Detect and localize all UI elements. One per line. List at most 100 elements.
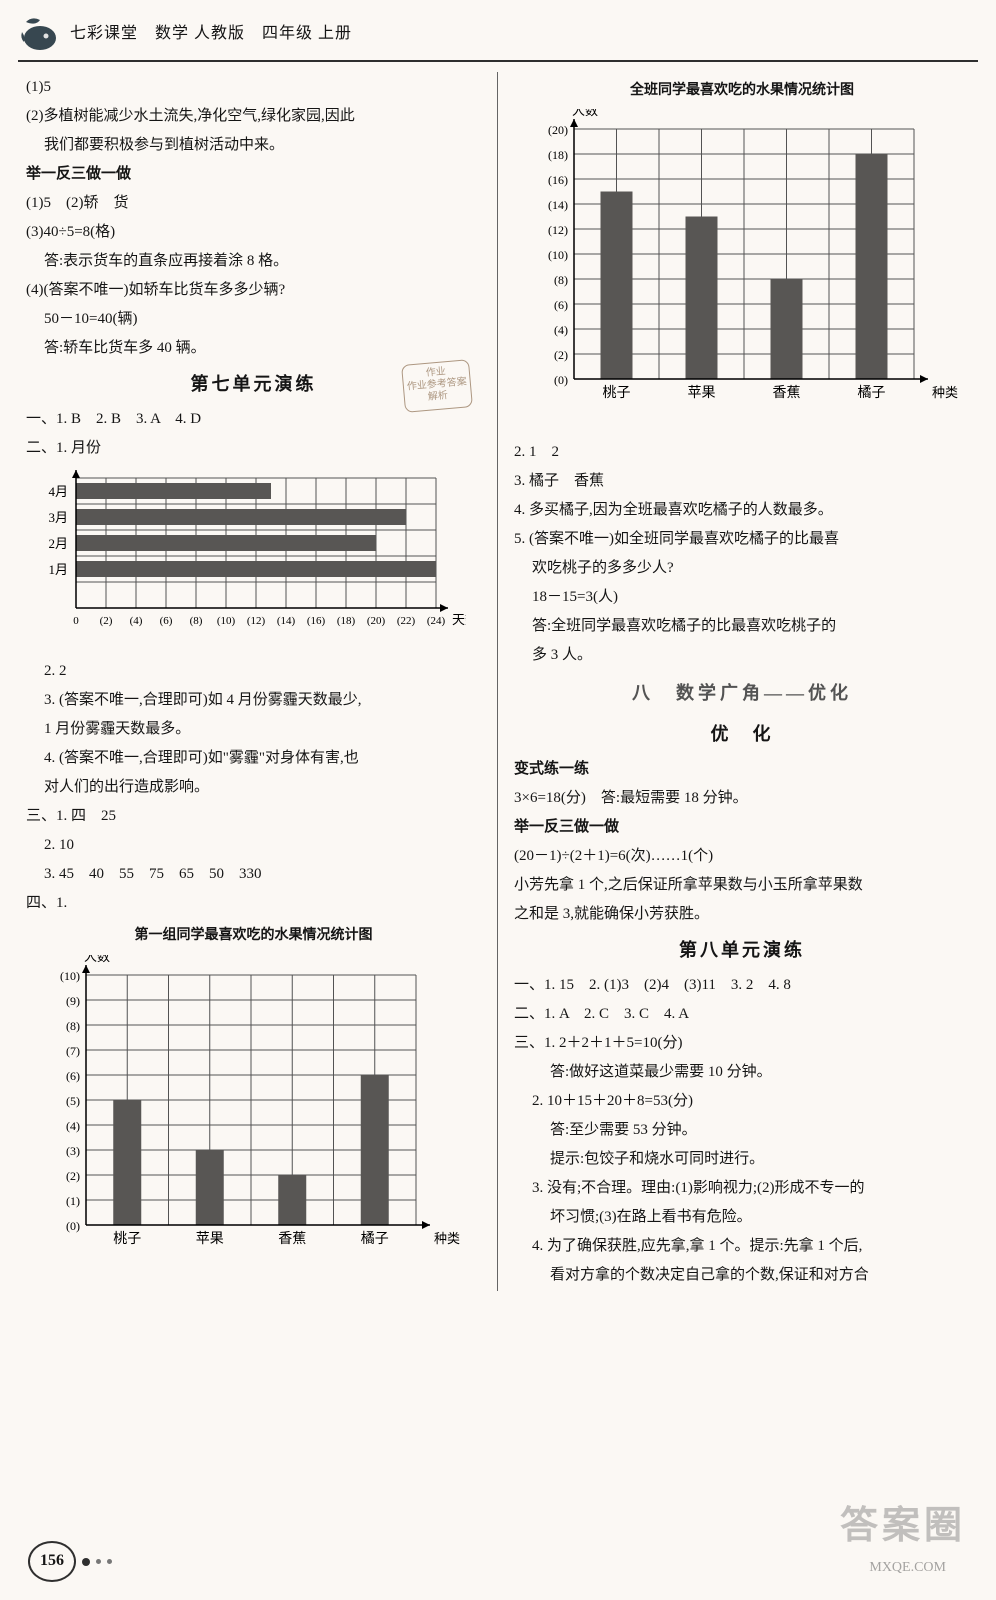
answer-line: 3. 没有;不合理。理由:(1)影响视力;(2)形成不专一的 xyxy=(514,1175,970,1202)
svg-text:种类: 种类 xyxy=(932,385,958,400)
answer-line: 二、1. 月份 xyxy=(26,435,481,462)
answer-line: 5. (答案不唯一)如全班同学最喜欢吃橘子的比最喜 xyxy=(514,526,970,553)
answer-line: 多 3 人。 xyxy=(514,642,970,669)
svg-text:(18): (18) xyxy=(337,615,356,627)
text-line: 我们都要积极参与到植树活动中来。 xyxy=(26,132,481,159)
svg-text:桃子: 桃子 xyxy=(603,385,631,401)
svg-text:2月: 2月 xyxy=(48,536,68,551)
svg-text:(2): (2) xyxy=(554,348,568,362)
dot-icon xyxy=(107,1559,112,1564)
dot-icon xyxy=(96,1559,101,1564)
svg-text:(20): (20) xyxy=(548,123,568,137)
answer-line: 3. (答案不唯一,合理即可)如 4 月份雾霾天数最少, xyxy=(26,687,481,714)
svg-text:苹果: 苹果 xyxy=(688,385,716,401)
text-line: (3)40÷5=8(格) xyxy=(26,219,481,246)
page-header: 七彩课堂 数学 人教版 四年级 上册 xyxy=(18,12,978,62)
subsection-heading: 举一反三做一做 xyxy=(26,161,481,188)
svg-text:(8): (8) xyxy=(190,615,203,627)
answer-line: 提示:包饺子和烧水可同时进行。 xyxy=(514,1146,970,1173)
stamp-icon: 作业作业参考答案解析 xyxy=(401,359,473,413)
answer-line: 4. 多买橘子,因为全班最喜欢吃橘子的人数最多。 xyxy=(514,497,970,524)
answer-line: 18－15=3(人) xyxy=(514,584,970,611)
svg-text:(1): (1) xyxy=(66,1194,80,1208)
svg-text:(10): (10) xyxy=(60,969,80,983)
svg-text:(0): (0) xyxy=(554,373,568,387)
answer-line: 答:全班同学最喜欢吃橘子的比最喜欢吃桃子的 xyxy=(514,613,970,640)
svg-text:(14): (14) xyxy=(548,198,568,212)
svg-text:人数: 人数 xyxy=(84,955,110,964)
text-line: (2)多植树能减少水土流失,净化空气,绿化家园,因此 xyxy=(26,103,481,130)
answer-line: 坏习惯;(3)在路上看书有危险。 xyxy=(514,1204,970,1231)
unit8-heading: 八 数学广角——优化 xyxy=(514,677,970,709)
svg-text:(24): (24) xyxy=(427,615,446,627)
svg-text:橘子: 橘子 xyxy=(361,1231,389,1247)
svg-text:(6): (6) xyxy=(66,1069,80,1083)
answer-line: 小芳先拿 1 个,之后保证所拿苹果数与小玉所拿苹果数 xyxy=(514,872,970,899)
section-title-unit8: 第八单元演练 xyxy=(514,934,970,966)
logo-icon xyxy=(18,12,62,56)
svg-text:(16): (16) xyxy=(548,173,568,187)
answer-line: 之和是 3,就能确保小芳获胜。 xyxy=(514,901,970,928)
answer-line: 三、1. 2＋2＋1＋5=10(分) xyxy=(514,1030,970,1057)
svg-text:4月: 4月 xyxy=(48,484,68,499)
answer-line: 四、1. xyxy=(26,890,481,917)
hbar-svg: 0(2)(4)(6)(8)(10)(12)(14)(16)(18)(20)(22… xyxy=(26,468,466,638)
page-number-value: 156 xyxy=(28,1541,76,1582)
answer-line: 3. 45 40 55 75 65 50 330 xyxy=(26,861,481,888)
svg-text:3月: 3月 xyxy=(48,510,68,525)
vbar1-title: 第一组同学最喜欢吃的水果情况统计图 xyxy=(26,923,481,948)
svg-text:(12): (12) xyxy=(247,615,266,627)
svg-text:(4): (4) xyxy=(554,323,568,337)
svg-text:苹果: 苹果 xyxy=(196,1231,224,1247)
svg-text:(6): (6) xyxy=(160,615,173,627)
vbar2-title: 全班同学最喜欢吃的水果情况统计图 xyxy=(514,78,970,103)
answer-line: 2. 2 xyxy=(26,658,481,685)
vbar2-chart: (0)(2)(4)(6)(8)(10)(12)(14)(16)(18)(20)桃… xyxy=(514,109,970,429)
svg-text:(8): (8) xyxy=(66,1019,80,1033)
answer-line: 答:至少需要 53 分钟。 xyxy=(514,1117,970,1144)
svg-text:(8): (8) xyxy=(554,273,568,287)
vbar1-svg: (0)(1)(2)(3)(4)(5)(6)(7)(8)(9)(10)桃子苹果香蕉… xyxy=(26,955,466,1265)
header-title: 七彩课堂 数学 人教版 四年级 上册 xyxy=(70,20,352,49)
answer-line: 看对方拿的个数决定自己拿的个数,保证和对方合 xyxy=(514,1262,970,1289)
page-number: 156 xyxy=(28,1541,112,1582)
svg-text:(18): (18) xyxy=(548,148,568,162)
answer-line: 2. 10 xyxy=(26,832,481,859)
svg-text:(5): (5) xyxy=(66,1094,80,1108)
vbar1-chart: (0)(1)(2)(3)(4)(5)(6)(7)(8)(9)(10)桃子苹果香蕉… xyxy=(26,955,481,1275)
dot-icon xyxy=(82,1558,90,1566)
svg-text:(3): (3) xyxy=(66,1144,80,1158)
svg-text:种类: 种类 xyxy=(434,1231,460,1246)
svg-text:(2): (2) xyxy=(100,615,113,627)
text-line: 50－10=40(辆) xyxy=(26,306,481,333)
svg-text:(2): (2) xyxy=(66,1169,80,1183)
watermark: 答案圈 xyxy=(840,1492,966,1560)
svg-text:1月: 1月 xyxy=(48,562,68,577)
text-line: (1)5 (2)轿 货 xyxy=(26,190,481,217)
svg-text:(4): (4) xyxy=(66,1119,80,1133)
answer-line: 2. 10＋15＋20＋8=53(分) xyxy=(514,1088,970,1115)
vbar2-svg: (0)(2)(4)(6)(8)(10)(12)(14)(16)(18)(20)桃… xyxy=(514,109,964,419)
content-columns: (1)5 (2)多植树能减少水土流失,净化空气,绿化家园,因此 我们都要积极参与… xyxy=(18,72,978,1291)
page: 七彩课堂 数学 人教版 四年级 上册 (1)5 (2)多植树能减少水土流失,净化… xyxy=(0,0,996,1600)
svg-text:(14): (14) xyxy=(277,615,296,627)
answer-line: 1 月份雾霾天数最多。 xyxy=(26,716,481,743)
svg-text:人数: 人数 xyxy=(572,109,598,118)
subsection-heading: 举一反三做一做 xyxy=(514,814,970,841)
svg-text:0: 0 xyxy=(73,615,79,627)
answer-line: 一、1. 15 2. (1)3 (2)4 (3)11 3. 2 4. 8 xyxy=(514,972,970,999)
svg-text:(20): (20) xyxy=(367,615,386,627)
watermark-url: MXQE.COM xyxy=(869,1555,946,1580)
text-line: (1)5 xyxy=(26,74,481,101)
svg-text:(7): (7) xyxy=(66,1044,80,1058)
hbar-chart: 0(2)(4)(6)(8)(10)(12)(14)(16)(18)(20)(22… xyxy=(26,468,481,648)
svg-text:(16): (16) xyxy=(307,615,326,627)
svg-text:桃子: 桃子 xyxy=(113,1231,141,1247)
svg-text:(4): (4) xyxy=(130,615,143,627)
svg-text:天数: 天数 xyxy=(452,612,466,627)
answer-line: 答:做好这道菜最少需要 10 分钟。 xyxy=(514,1059,970,1086)
svg-text:(9): (9) xyxy=(66,994,80,1008)
left-column: (1)5 (2)多植树能减少水土流失,净化空气,绿化家园,因此 我们都要积极参与… xyxy=(18,72,498,1291)
answer-line: 3. 橘子 香蕉 xyxy=(514,468,970,495)
svg-text:(12): (12) xyxy=(548,223,568,237)
